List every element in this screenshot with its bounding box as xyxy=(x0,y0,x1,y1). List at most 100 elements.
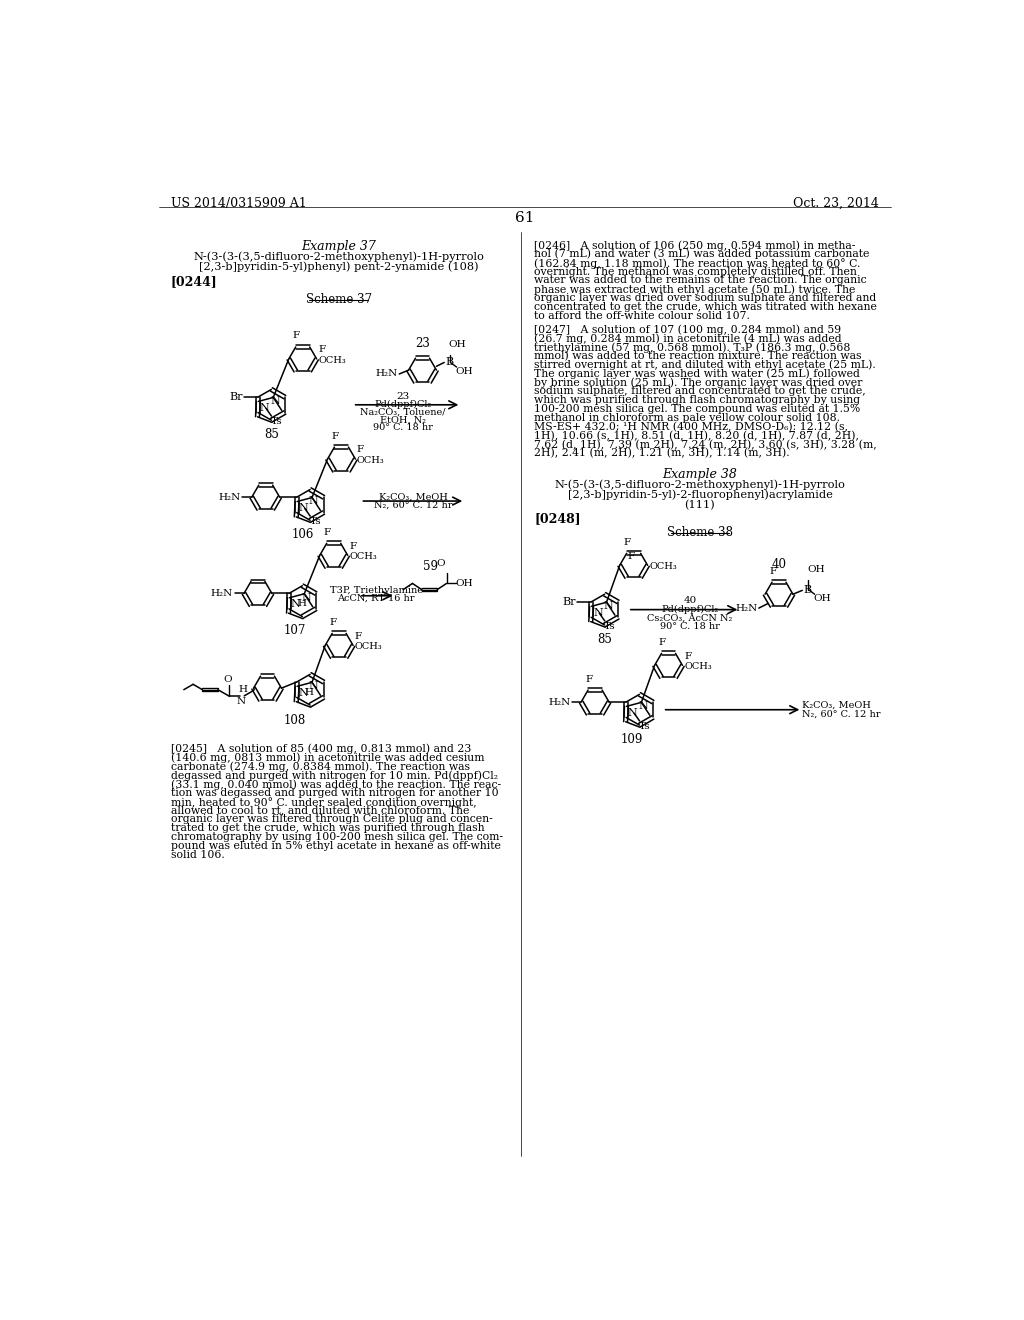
Text: US 2014/0315909 A1: US 2014/0315909 A1 xyxy=(171,197,306,210)
Text: N-(5-(3-(3,5-difluoro-2-methoxyphenyl)-1H-pyrrolo: N-(5-(3-(3,5-difluoro-2-methoxyphenyl)-1… xyxy=(555,479,846,490)
Text: F: F xyxy=(318,346,326,354)
Text: B: B xyxy=(804,585,812,594)
Text: (162.84 mg, 1.18 mmol). The reaction was heated to 60° C.: (162.84 mg, 1.18 mmol). The reaction was… xyxy=(535,257,860,268)
Text: F: F xyxy=(354,632,361,640)
Text: Ts: Ts xyxy=(270,417,283,426)
Text: OH: OH xyxy=(456,579,473,587)
Text: [2,3-b]pyridin-5-yl)-2-fluorophenyl)acrylamide: [2,3-b]pyridin-5-yl)-2-fluorophenyl)acry… xyxy=(567,490,833,500)
Text: K₂CO₃, MeOH: K₂CO₃, MeOH xyxy=(379,492,447,502)
Text: F: F xyxy=(658,638,666,647)
Text: OH: OH xyxy=(813,594,830,603)
Text: 40: 40 xyxy=(771,558,786,572)
Text: degassed and purged with nitrogen for 10 min. Pd(dppf)Cl₂: degassed and purged with nitrogen for 10… xyxy=(171,770,498,780)
Text: Br: Br xyxy=(562,597,575,607)
Text: OCH₃: OCH₃ xyxy=(349,552,377,561)
Text: F: F xyxy=(332,432,339,441)
Text: H₂N: H₂N xyxy=(211,589,233,598)
Text: B: B xyxy=(445,356,454,367)
Text: Ts: Ts xyxy=(604,622,615,631)
Text: O: O xyxy=(223,675,231,684)
Text: F: F xyxy=(293,331,300,341)
Text: F: F xyxy=(628,552,635,561)
Text: methanol in chloroform as pale yellow colour solid 108.: methanol in chloroform as pale yellow co… xyxy=(535,413,840,422)
Text: N₂, 60° C. 12 hr: N₂, 60° C. 12 hr xyxy=(802,710,881,718)
Text: 100-200 mesh silica gel. The compound was eluted at 1.5%: 100-200 mesh silica gel. The compound wa… xyxy=(535,404,860,414)
Text: by brine solution (25 mL). The organic layer was dried over: by brine solution (25 mL). The organic l… xyxy=(535,378,862,388)
Text: N: N xyxy=(301,593,311,603)
Text: 23: 23 xyxy=(415,337,430,350)
Text: 1H), 10.66 (s, 1H), 8.51 (d, 1H), 8.20 (d, 1H), 7.87 (d, 2H),: 1H), 10.66 (s, 1H), 8.51 (d, 1H), 8.20 (… xyxy=(535,430,859,441)
Text: O: O xyxy=(436,560,445,568)
Text: Na₂CO₃, Toluene/: Na₂CO₃, Toluene/ xyxy=(360,408,445,417)
Text: OCH₃: OCH₃ xyxy=(357,457,385,465)
Text: F: F xyxy=(324,528,331,537)
Text: H: H xyxy=(238,685,247,694)
Text: N₂, 60° C. 12 hr: N₂, 60° C. 12 hr xyxy=(374,500,453,510)
Text: N: N xyxy=(237,697,246,706)
Text: OH: OH xyxy=(455,367,473,376)
Text: H₂N: H₂N xyxy=(376,370,397,379)
Text: OCH₃: OCH₃ xyxy=(354,643,382,652)
Text: carbonate (274.9 mg, 0.8384 mmol). The reaction was: carbonate (274.9 mg, 0.8384 mmol). The r… xyxy=(171,762,470,772)
Text: Example 38: Example 38 xyxy=(663,469,737,480)
Text: H₂N: H₂N xyxy=(219,492,241,502)
Text: F: F xyxy=(769,566,776,576)
Text: Ts: Ts xyxy=(309,517,322,525)
Text: 7.62 (d, 1H), 7.39 (m 2H), 7.24 (m, 2H), 3.60 (s, 3H), 3.28 (m,: 7.62 (d, 1H), 7.39 (m 2H), 7.24 (m, 2H),… xyxy=(535,440,877,450)
Text: 108: 108 xyxy=(284,714,306,727)
Text: overnight. The methanol was completely distilled off. Then: overnight. The methanol was completely d… xyxy=(535,267,857,277)
Text: stirred overnight at rt, and diluted with ethyl acetate (25 mL).: stirred overnight at rt, and diluted wit… xyxy=(535,360,876,371)
Text: Oct. 23, 2014: Oct. 23, 2014 xyxy=(794,197,879,210)
Text: N-(3-(3-(3,5-difluoro-2-methoxyphenyl)-1H-pyrrolo: N-(3-(3-(3,5-difluoro-2-methoxyphenyl)-1… xyxy=(194,252,484,263)
Text: F: F xyxy=(330,618,337,627)
Text: nol (7 mL) and water (3 mL) was added potassium carbonate: nol (7 mL) and water (3 mL) was added po… xyxy=(535,249,869,260)
Text: N: N xyxy=(309,681,318,692)
Text: chromatography by using 100-200 mesh silica gel. The com-: chromatography by using 100-200 mesh sil… xyxy=(171,832,503,842)
Text: N: N xyxy=(309,496,318,507)
Text: solid 106.: solid 106. xyxy=(171,850,224,859)
Text: Scheme 38: Scheme 38 xyxy=(667,527,733,540)
Text: Br: Br xyxy=(229,392,243,403)
Text: N: N xyxy=(270,396,280,407)
Text: OCH₃: OCH₃ xyxy=(649,562,677,572)
Text: F: F xyxy=(684,652,691,661)
Text: 106: 106 xyxy=(291,528,313,541)
Text: OCH₃: OCH₃ xyxy=(318,356,346,366)
Text: 2H), 2.41 (m, 2H), 1.21 (m, 3H), 1.14 (m, 3H).: 2H), 2.41 (m, 2H), 1.21 (m, 3H), 1.14 (m… xyxy=(535,449,790,458)
Text: triethylamine (57 mg, 0.568 mmol). T₃P (186.3 mg, 0.568: triethylamine (57 mg, 0.568 mmol). T₃P (… xyxy=(535,342,851,352)
Text: [0247]   A solution of 107 (100 mg, 0.284 mmol) and 59: [0247] A solution of 107 (100 mg, 0.284 … xyxy=(535,325,842,335)
Text: N: N xyxy=(638,701,648,711)
Text: [2,3-b]pyridin-5-yl)phenyl) pent-2-ynamide (108): [2,3-b]pyridin-5-yl)phenyl) pent-2-ynami… xyxy=(199,261,478,272)
Text: 85: 85 xyxy=(264,428,279,441)
Text: H₂N: H₂N xyxy=(548,697,570,706)
Text: (111): (111) xyxy=(685,499,716,510)
Text: Cs₂CO₃, AcCN N₂: Cs₂CO₃, AcCN N₂ xyxy=(647,614,732,623)
Text: Pd(dppf)Cl₂: Pd(dppf)Cl₂ xyxy=(375,400,432,409)
Text: [0245]   A solution of 85 (400 mg, 0.813 mmol) and 23: [0245] A solution of 85 (400 mg, 0.813 m… xyxy=(171,743,471,754)
Text: AcCN, RT 16 hr: AcCN, RT 16 hr xyxy=(337,594,415,602)
Text: N: N xyxy=(593,607,603,618)
Text: 107: 107 xyxy=(284,624,306,638)
Text: 61: 61 xyxy=(515,211,535,224)
Text: [0248]: [0248] xyxy=(535,512,581,525)
Text: 23: 23 xyxy=(396,392,410,401)
Text: K₂CO₃, MeOH: K₂CO₃, MeOH xyxy=(802,701,871,709)
Text: N: N xyxy=(299,688,308,698)
Text: H₂N: H₂N xyxy=(735,603,758,612)
Text: OH: OH xyxy=(449,339,467,348)
Text: N: N xyxy=(603,601,613,611)
Text: F: F xyxy=(349,541,356,550)
Text: Pd(dppf)Cl₂: Pd(dppf)Cl₂ xyxy=(662,605,719,614)
Text: EtOH, N₂: EtOH, N₂ xyxy=(380,416,426,425)
Text: organic layer was filtered through Celite plug and concen-: organic layer was filtered through Celit… xyxy=(171,814,493,825)
Text: MS-ES+ 432.0; ¹H NMR (400 MHz, DMSO-D₆): 12.12 (s,: MS-ES+ 432.0; ¹H NMR (400 MHz, DMSO-D₆):… xyxy=(535,422,848,432)
Text: min, heated to 90° C. under sealed condition overnight,: min, heated to 90° C. under sealed condi… xyxy=(171,797,476,808)
Text: H: H xyxy=(305,688,313,697)
Text: N: N xyxy=(291,599,301,610)
Text: 90° C. 18 hr: 90° C. 18 hr xyxy=(659,622,720,631)
Text: F: F xyxy=(586,675,593,684)
Text: (140.6 mg, 0813 mmol) in acetonitrile was added cesium: (140.6 mg, 0813 mmol) in acetonitrile wa… xyxy=(171,752,484,763)
Text: 85: 85 xyxy=(597,632,612,645)
Text: trated to get the crude, which was purified through flash: trated to get the crude, which was purif… xyxy=(171,824,484,833)
Text: mmol) was added to the reaction mixture. The reaction was: mmol) was added to the reaction mixture.… xyxy=(535,351,861,362)
